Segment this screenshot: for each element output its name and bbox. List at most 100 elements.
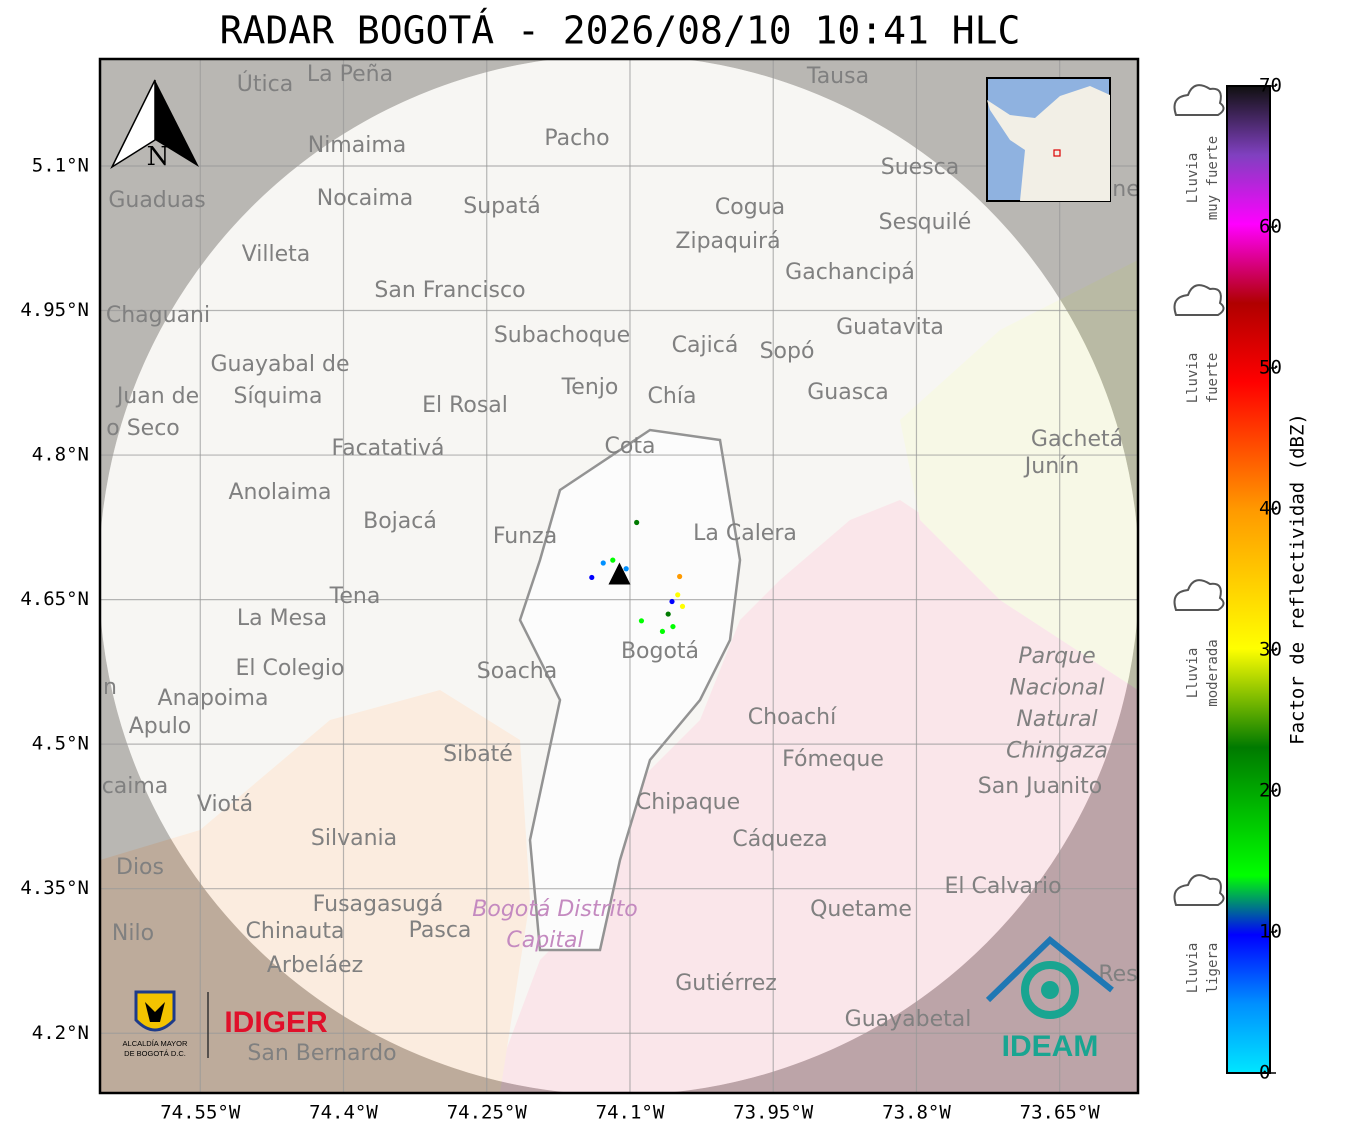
place-label: Fusagasugá <box>313 892 444 917</box>
radar-echo <box>600 560 606 566</box>
place-label: Juan de <box>115 384 199 409</box>
radar-echo <box>677 573 683 580</box>
park-label: Chingaza <box>1006 739 1108 764</box>
place-label: San Francisco <box>374 278 525 303</box>
place-label: Pasca <box>409 918 472 943</box>
place-label: Choachí <box>748 705 837 730</box>
place-label: Silvania <box>311 826 397 851</box>
place-label: caima <box>102 774 169 799</box>
cloud-icon <box>1173 874 1225 906</box>
place-label: San Juanito <box>978 774 1102 799</box>
place-label: Guaduas <box>108 188 205 213</box>
place-label: Sopó <box>760 339 815 364</box>
place-label: San Bernardo <box>247 1041 396 1066</box>
place-label: Pacho <box>544 126 609 151</box>
map: Útica La Peña Tausa Pacho Nimaima Guaduas Noca… <box>100 59 1139 1093</box>
place-label: Bojacá <box>363 509 437 534</box>
rain-level-label: fuerte <box>1205 353 1221 404</box>
rain-level-label: Lluvia <box>1185 153 1201 204</box>
place-label: Nocaima <box>317 186 414 211</box>
title: RADAR BOGOTÁ - 2026/08/10 10:41 HLC <box>220 9 1021 53</box>
place-label: Arbeláez <box>267 953 363 978</box>
place-label: Viotá <box>197 792 253 817</box>
x-tick-label: 74.4°W <box>309 1102 378 1124</box>
place-label: Tenjo <box>561 375 619 400</box>
colorbar-tick-label: 10 <box>1259 921 1282 943</box>
x-tick-label: 74.25°W <box>447 1102 528 1124</box>
radar-echo <box>679 603 686 609</box>
place-label: Cota <box>605 434 656 459</box>
place-label: Fómeque <box>782 747 884 772</box>
place-label: n <box>103 675 117 700</box>
place-label: Tausa <box>806 64 869 89</box>
place-label: Sibaté <box>443 742 513 767</box>
x-tick-label: 73.95°W <box>733 1102 814 1124</box>
place-label: Chaguani <box>106 303 210 328</box>
colorbar-label: Factor de reflectividad (dBZ) <box>1287 413 1309 745</box>
place-label: Bogotá <box>621 639 699 664</box>
radar-echo <box>669 598 675 605</box>
x-tick-label: 73.65°W <box>1020 1102 1101 1124</box>
place-label: Subachoque <box>494 323 630 348</box>
place-label: La Mesa <box>237 606 327 631</box>
colorbar <box>1226 85 1271 1074</box>
radar-echo <box>589 574 595 581</box>
radar-echo <box>675 592 681 598</box>
inset-map <box>986 77 1111 202</box>
place-label: Chía <box>648 384 697 409</box>
place-label: Cáqueza <box>732 827 827 852</box>
place-label: Dios <box>116 855 164 880</box>
place-label: El Rosal <box>422 393 508 418</box>
park-label: Nacional <box>1009 676 1104 701</box>
place-label: Guatavita <box>836 315 944 340</box>
place-label: Cajicá <box>672 333 739 358</box>
place-label: La Peña <box>307 62 393 87</box>
radar-echo <box>623 566 629 572</box>
y-tick-label: 4.35°N <box>20 877 89 899</box>
place-label: Gachancipá <box>785 260 915 285</box>
place-label: Sesquilé <box>879 210 972 235</box>
cloud-icon <box>1173 284 1225 316</box>
logo-alcaldia: ALCALDÍA MAYOR DE BOGOTÁ D.C. IDIGER <box>123 990 328 1058</box>
ideam-logo: IDEAM <box>1002 1030 1099 1063</box>
y-tick-label: 4.8°N <box>32 444 89 466</box>
y-tick-label: 5.1°N <box>32 154 89 176</box>
idiger-logo: IDIGER <box>224 1006 328 1039</box>
radar-echo <box>665 611 671 617</box>
place-label: Guayabetal <box>845 1007 972 1032</box>
place-label: Supatá <box>463 194 540 219</box>
radar-echo <box>670 623 676 630</box>
place-label: o Seco <box>106 416 180 441</box>
place-label: Suesca <box>881 155 959 180</box>
place-label: Chipaque <box>636 790 740 815</box>
place-label: Funza <box>493 524 557 549</box>
x-tick-label: 74.55°W <box>160 1102 241 1124</box>
rain-level-label: moderada <box>1205 639 1221 706</box>
place-label: Anapoima <box>158 686 269 711</box>
place-label: ne <box>1112 177 1139 202</box>
y-tick-label: 4.2°N <box>32 1022 89 1044</box>
place-label: Apulo <box>129 714 192 739</box>
district-label: Bogotá Distrito <box>472 897 637 922</box>
place-label: Síquima <box>233 384 322 409</box>
y-tick-label: 4.95°N <box>20 299 89 321</box>
alcaldia-line: DE BOGOTÁ D.C. <box>124 1049 186 1058</box>
place-label: Quetame <box>810 897 912 922</box>
radar-echo <box>638 618 645 624</box>
colorbar-tick-label: 60 <box>1259 216 1282 238</box>
place-label: La Calera <box>693 521 797 546</box>
place-label: Facatativá <box>331 436 444 461</box>
place-label: Guasca <box>807 380 889 405</box>
rain-level-label: Lluvia <box>1185 943 1201 994</box>
district-label: Capital <box>506 928 583 953</box>
radar-site <box>608 562 631 585</box>
rain-level-label: Lluvia <box>1185 648 1201 699</box>
place-label: El Calvario <box>944 874 1061 899</box>
colorbar-tick-label: 70 <box>1259 75 1282 97</box>
cloud-icon <box>1173 579 1225 611</box>
colorbar-tick-label: 50 <box>1259 357 1282 379</box>
rain-level: Lluvia muy fuerte <box>1173 84 1225 220</box>
radar-echo <box>610 557 616 563</box>
rain-level-label: ligera <box>1205 943 1221 994</box>
rain-level-label: muy fuerte <box>1205 136 1221 220</box>
